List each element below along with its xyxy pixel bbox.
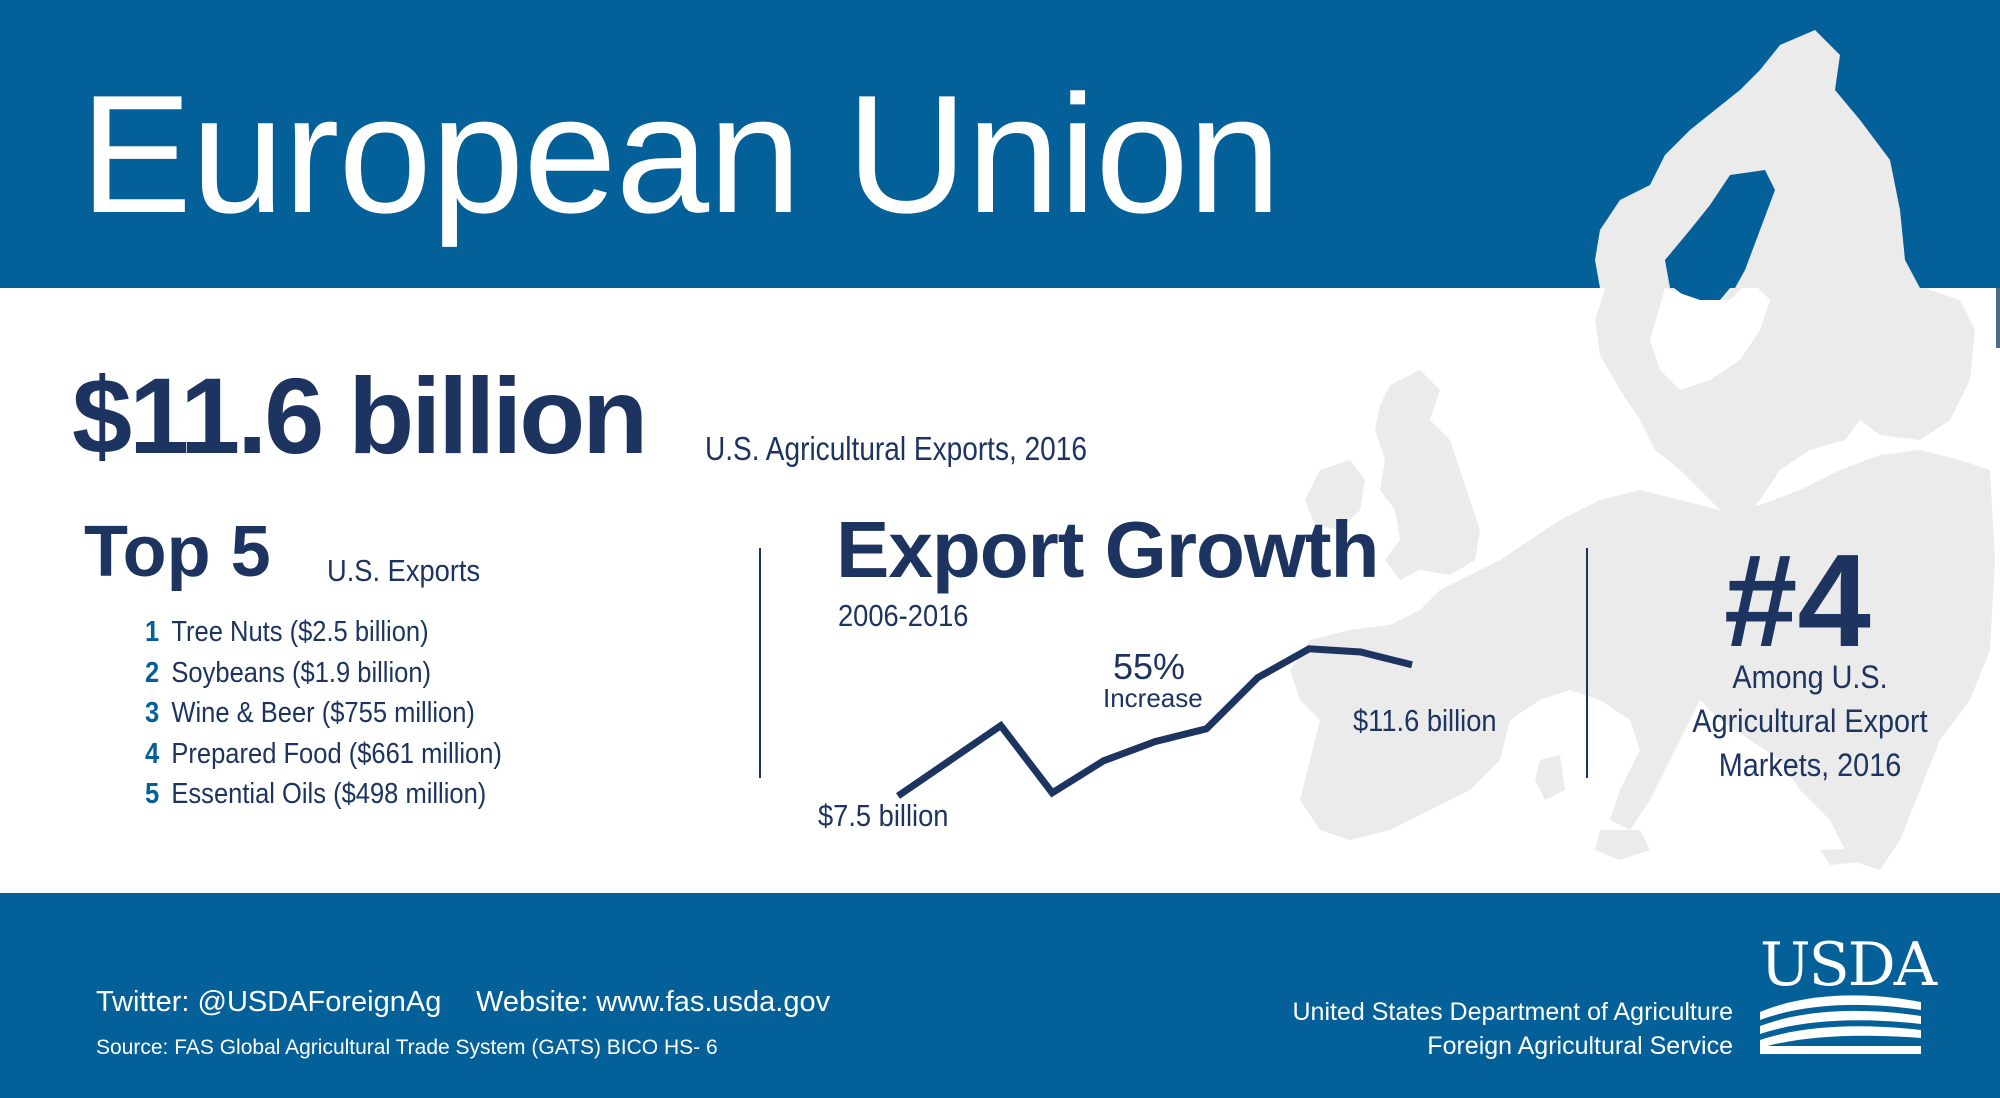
- list-item: 5 Essential Oils ($498 million): [145, 774, 502, 815]
- top5-list: 1 Tree Nuts ($2.5 billion) 2 Soybeans ($1.…: [145, 612, 551, 815]
- list-item-rank: 3: [145, 697, 160, 729]
- export-growth-chart: [896, 645, 1413, 799]
- usda-logo-text: USDA: [1760, 930, 1937, 1000]
- top5-heading: Top 5: [84, 512, 271, 592]
- source-note: Source: FAS Global Agricultural Trade Sy…: [96, 1036, 718, 1059]
- market-rank-caption-line: Among U.S.: [1732, 659, 1888, 695]
- list-item-label: Wine & Beer ($755 million): [171, 697, 475, 729]
- list-item: 1 Tree Nuts ($2.5 billion): [145, 612, 502, 653]
- growth-years: 2006-2016: [838, 598, 969, 633]
- list-item: 4 Prepared Food ($661 million): [145, 734, 502, 775]
- list-item-rank: 5: [145, 778, 160, 810]
- footer-band: [0, 893, 2000, 1098]
- list-item-label: Soybeans ($1.9 billion): [171, 656, 432, 689]
- market-rank-caption: Among U.S. Agricultural Export Markets, …: [1675, 655, 1945, 787]
- list-item-label: Tree Nuts ($2.5 billion): [171, 616, 429, 648]
- growth-heading: Export Growth: [836, 505, 1380, 594]
- agency-subname: Foreign Agricultural Service: [1427, 1032, 1733, 1060]
- twitter-link[interactable]: Twitter: @USDAForeignAg: [96, 986, 442, 1018]
- list-item: 3 Wine & Beer ($755 million): [145, 693, 502, 734]
- total-exports-value: $11.6 billion: [72, 355, 648, 476]
- growth-start-label: $7.5 billion: [818, 798, 949, 833]
- website-link[interactable]: Website: www.fas.usda.gov: [476, 986, 831, 1018]
- divider-left: [759, 548, 761, 778]
- scandinavia-overlay-icon: [1595, 30, 1920, 288]
- growth-end-label: $11.6 billion: [1353, 703, 1497, 738]
- list-item: 2 Soybeans ($1.9 billion): [145, 653, 502, 694]
- page-edge-marker: [1996, 288, 2000, 348]
- list-item-rank: 2: [145, 656, 160, 689]
- agency-name: United States Department of Agriculture: [1292, 998, 1733, 1026]
- total-exports-caption: U.S. Agricultural Exports, 2016: [705, 430, 1087, 467]
- market-rank-caption-line: Agricultural Export: [1692, 703, 1928, 739]
- market-rank-caption-line: Markets, 2016: [1718, 747, 1902, 783]
- list-item-rank: 4: [145, 737, 160, 770]
- page-title: European Union: [80, 60, 1281, 248]
- growth-percent-label: Increase: [1103, 683, 1203, 713]
- growth-percent: 55%: [1113, 646, 1186, 687]
- top5-subheading: U.S. Exports: [327, 553, 481, 588]
- market-rank-value: #4: [1724, 527, 1871, 674]
- list-item-label: Essential Oils ($498 million): [171, 778, 487, 810]
- divider-right: [1586, 548, 1588, 778]
- list-item-rank: 1: [145, 616, 160, 648]
- usda-logo-icon: [1760, 995, 1921, 1054]
- list-item-label: Prepared Food ($661 million): [171, 737, 502, 770]
